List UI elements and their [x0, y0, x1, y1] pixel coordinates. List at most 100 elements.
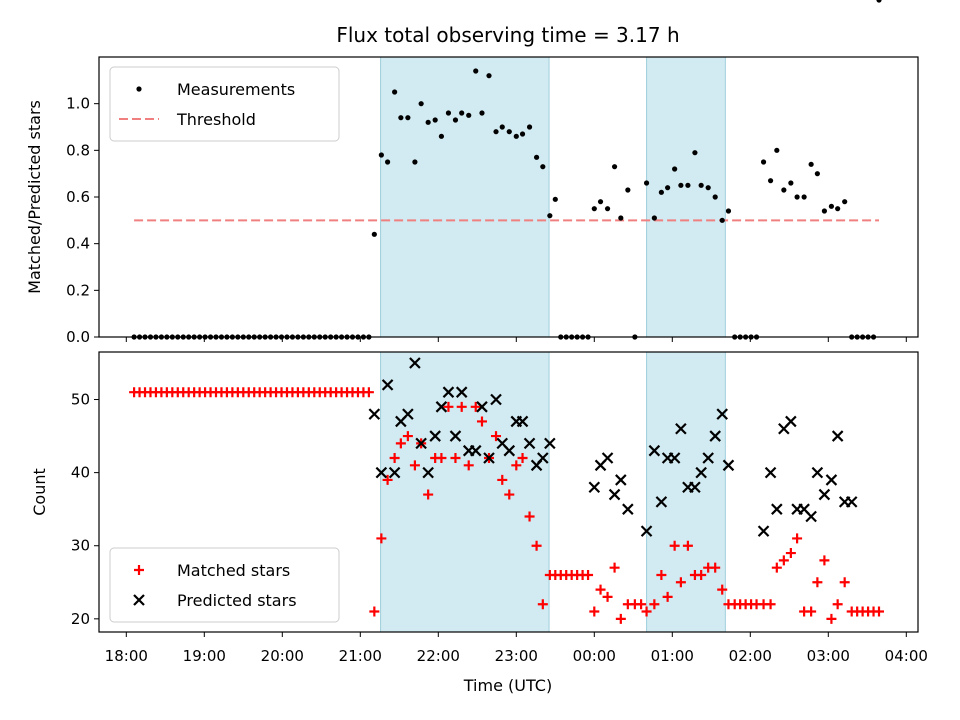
x-tick-label: 02:00 [729, 647, 772, 665]
data-point [513, 133, 519, 139]
data-point [814, 171, 820, 177]
data-point [682, 540, 693, 551]
x-tick-label: 18:00 [105, 647, 148, 665]
data-point [491, 431, 502, 442]
data-point [537, 599, 548, 610]
shaded-interval-2 [646, 351, 726, 633]
shaded-interval-1 [380, 56, 550, 338]
data-point [463, 460, 474, 471]
data-point [725, 208, 732, 214]
data-point [524, 511, 535, 522]
series-predicted-stars [368, 357, 858, 537]
data-point [415, 437, 427, 450]
data-point [459, 110, 465, 116]
data-point [719, 217, 725, 223]
legend-label: Threshold [176, 110, 256, 129]
data-point [537, 452, 549, 464]
data-point [601, 452, 614, 464]
data-point [696, 569, 707, 580]
data-point [709, 430, 721, 442]
data-point [781, 187, 787, 193]
data-point [785, 415, 797, 428]
data-point [801, 194, 807, 200]
data-point [438, 133, 445, 139]
data-point [402, 408, 414, 420]
data-point [705, 185, 711, 191]
data-point [591, 206, 597, 212]
x-tick-label: 03:00 [807, 647, 850, 665]
data-point [392, 89, 398, 95]
x-tick-label: 22:00 [417, 647, 460, 665]
data-point [452, 117, 459, 123]
data-point [778, 555, 789, 566]
data-point [476, 401, 488, 413]
y-tick-label: 0.6 [66, 188, 90, 206]
data-point [493, 129, 499, 135]
data-point [376, 533, 387, 544]
data-point [385, 159, 391, 165]
data-point [486, 73, 492, 79]
data-point [831, 430, 844, 442]
x-tick-label: 20:00 [261, 647, 304, 665]
legend: Measurements Threshold [109, 66, 340, 142]
data-point [839, 577, 850, 588]
data-point [771, 562, 782, 573]
legend: Matched stars Predicted stars [109, 547, 340, 623]
data-point [622, 503, 634, 515]
data-point [826, 613, 837, 624]
axes-frame [98, 351, 919, 633]
data-point [418, 101, 424, 107]
series-matched-stars [129, 387, 884, 624]
data-point [516, 415, 529, 428]
data-point [812, 577, 823, 588]
data-point [845, 496, 858, 508]
data-point [818, 488, 831, 501]
data-point [675, 422, 687, 435]
legend-box [109, 547, 340, 623]
data-point [788, 180, 794, 186]
data-point [608, 488, 621, 501]
data-point [526, 124, 533, 130]
data-point [805, 510, 817, 523]
data-point [455, 386, 468, 398]
data-point [716, 408, 728, 420]
data-point [658, 189, 664, 195]
legend-label: Matched stars [177, 561, 290, 580]
data-point [675, 577, 686, 588]
data-point [604, 206, 611, 212]
data-point [503, 444, 516, 457]
data-point [450, 453, 461, 464]
data-point [375, 466, 388, 479]
data-point [717, 584, 728, 595]
legend-swatch [133, 594, 145, 606]
data-point [368, 408, 381, 420]
data-point [765, 599, 776, 610]
x-tick-label: 21:00 [339, 647, 382, 665]
data-point [835, 206, 841, 212]
data-point [702, 452, 714, 464]
data-point [710, 562, 721, 573]
data-point [423, 489, 434, 500]
y-tick-label: 20 [71, 610, 90, 628]
data-point [523, 437, 536, 450]
data-point [595, 584, 606, 595]
data-point [389, 453, 400, 464]
data-point [490, 393, 502, 406]
data-point [819, 555, 830, 566]
data-point [449, 430, 462, 442]
y-tick-label: 50 [71, 391, 90, 409]
data-point [806, 606, 817, 617]
data-point [760, 159, 767, 165]
data-point [363, 387, 374, 398]
count-panel: 20 30 40 50 Count 18:00 19:00 20:00 21:00 22:00 23… [30, 351, 928, 665]
x-tick-label: 19:00 [183, 647, 226, 665]
data-point [692, 150, 698, 156]
data-point [436, 453, 447, 464]
x-axis-label: Time (UTC) [463, 676, 552, 695]
data-point [672, 166, 678, 172]
data-point [398, 115, 404, 121]
y-axis-label: Matched/Predicted stars [25, 100, 44, 294]
data-point [405, 115, 411, 121]
data-point [636, 599, 647, 610]
